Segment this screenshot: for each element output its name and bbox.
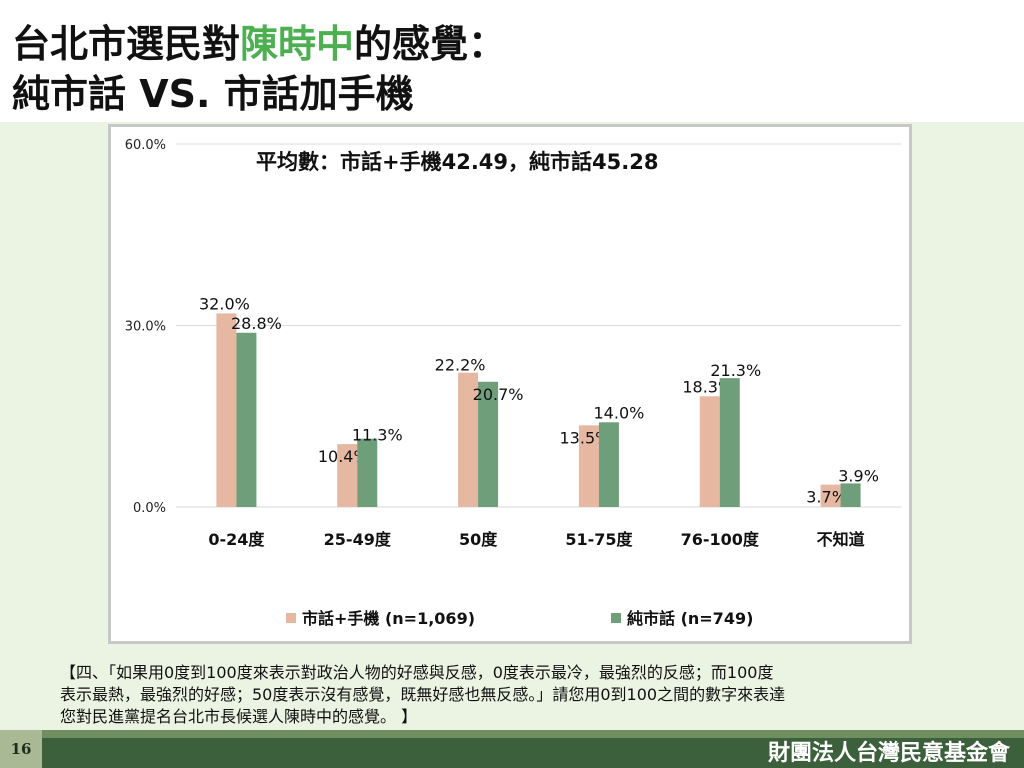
bar <box>598 422 619 507</box>
mean-annotation: 平均數：市話+手機42.49，純市話45.28 <box>256 150 658 174</box>
bar <box>357 438 378 507</box>
data-label: 28.8% <box>231 314 282 333</box>
bar <box>458 372 479 507</box>
footnote-line-1: 【四、「如果用0度到100度來表示對政治人物的好感與反感，0度表示最冷，最強烈的… <box>60 663 774 682</box>
page-title-line-2: 純市話 VS. 市話加手機 <box>12 72 414 116</box>
x-tick-label: 25-49度 <box>324 530 392 549</box>
bar <box>840 483 861 507</box>
page-title-line-1: 台北市選民對陳時中的感覺： <box>12 22 506 66</box>
x-tick-label: 不知道 <box>817 530 865 549</box>
data-label: 22.2% <box>435 356 486 375</box>
chart-panel: 0.0% 30.0% 60.0% 平均數：市話+手機42.49，純市話45.28 32.… <box>108 124 912 644</box>
title-prefix: 台北市選民對 <box>12 22 241 66</box>
bar <box>578 425 599 507</box>
data-label: 20.7% <box>473 385 524 404</box>
y-tick-label: 30.0% <box>125 320 166 335</box>
data-label: 3.9% <box>838 466 879 485</box>
data-label: 10.4% <box>318 447 369 466</box>
legend-label: 市話+手機 (n=1,069) <box>302 609 475 628</box>
x-tick-label: 50度 <box>459 530 498 549</box>
x-tick-label: 76-100度 <box>681 530 760 549</box>
data-label: 32.0% <box>199 294 250 313</box>
bar <box>216 313 237 507</box>
bar <box>478 381 499 507</box>
y-tick-label: 60.0% <box>125 138 166 153</box>
bar <box>337 444 358 507</box>
bar <box>820 484 841 507</box>
legend-swatch <box>286 613 296 623</box>
data-label: 21.3% <box>710 361 761 380</box>
x-tick-label: 51-75度 <box>565 530 633 549</box>
bar <box>699 396 720 507</box>
data-label: 3.7% <box>806 488 847 507</box>
legend-label: 純市話 (n=749) <box>627 609 753 628</box>
data-label: 14.0% <box>594 403 645 422</box>
y-tick-label: 0.0% <box>133 501 166 516</box>
title-suffix: 的感覺： <box>354 22 507 66</box>
x-tick-label: 0-24度 <box>208 530 265 549</box>
data-label: 13.5% <box>560 428 611 447</box>
organization-name: 財團法人台灣民意基金會 <box>767 741 1010 766</box>
bar <box>719 378 740 507</box>
question-footnote: 【四、「如果用0度到100度來表示對政治人物的好感與反感，0度表示最冷，最強烈的… <box>60 662 980 728</box>
title-area: 台北市選民對陳時中的感覺： 純市話 VS. 市話加手機 <box>0 0 1024 122</box>
legend-swatch <box>611 613 621 623</box>
title-highlight: 陳時中 <box>240 22 355 66</box>
page-number: 16 <box>0 730 42 768</box>
footer-strip <box>0 730 1024 738</box>
bar <box>236 332 257 507</box>
footnote-line-3: 您對民進黨提名台北市長候選人陳時中的感覺。 】 <box>60 707 418 726</box>
footnote-line-2: 表示最熱，最強烈的好感；50度表示沒有感覺，既無好感也無反感。」請您用0到100… <box>60 685 786 704</box>
data-label: 11.3% <box>352 426 403 445</box>
bar-chart: 0.0% 30.0% 60.0% 平均數：市話+手機42.49，純市話45.28 32.… <box>125 138 901 628</box>
